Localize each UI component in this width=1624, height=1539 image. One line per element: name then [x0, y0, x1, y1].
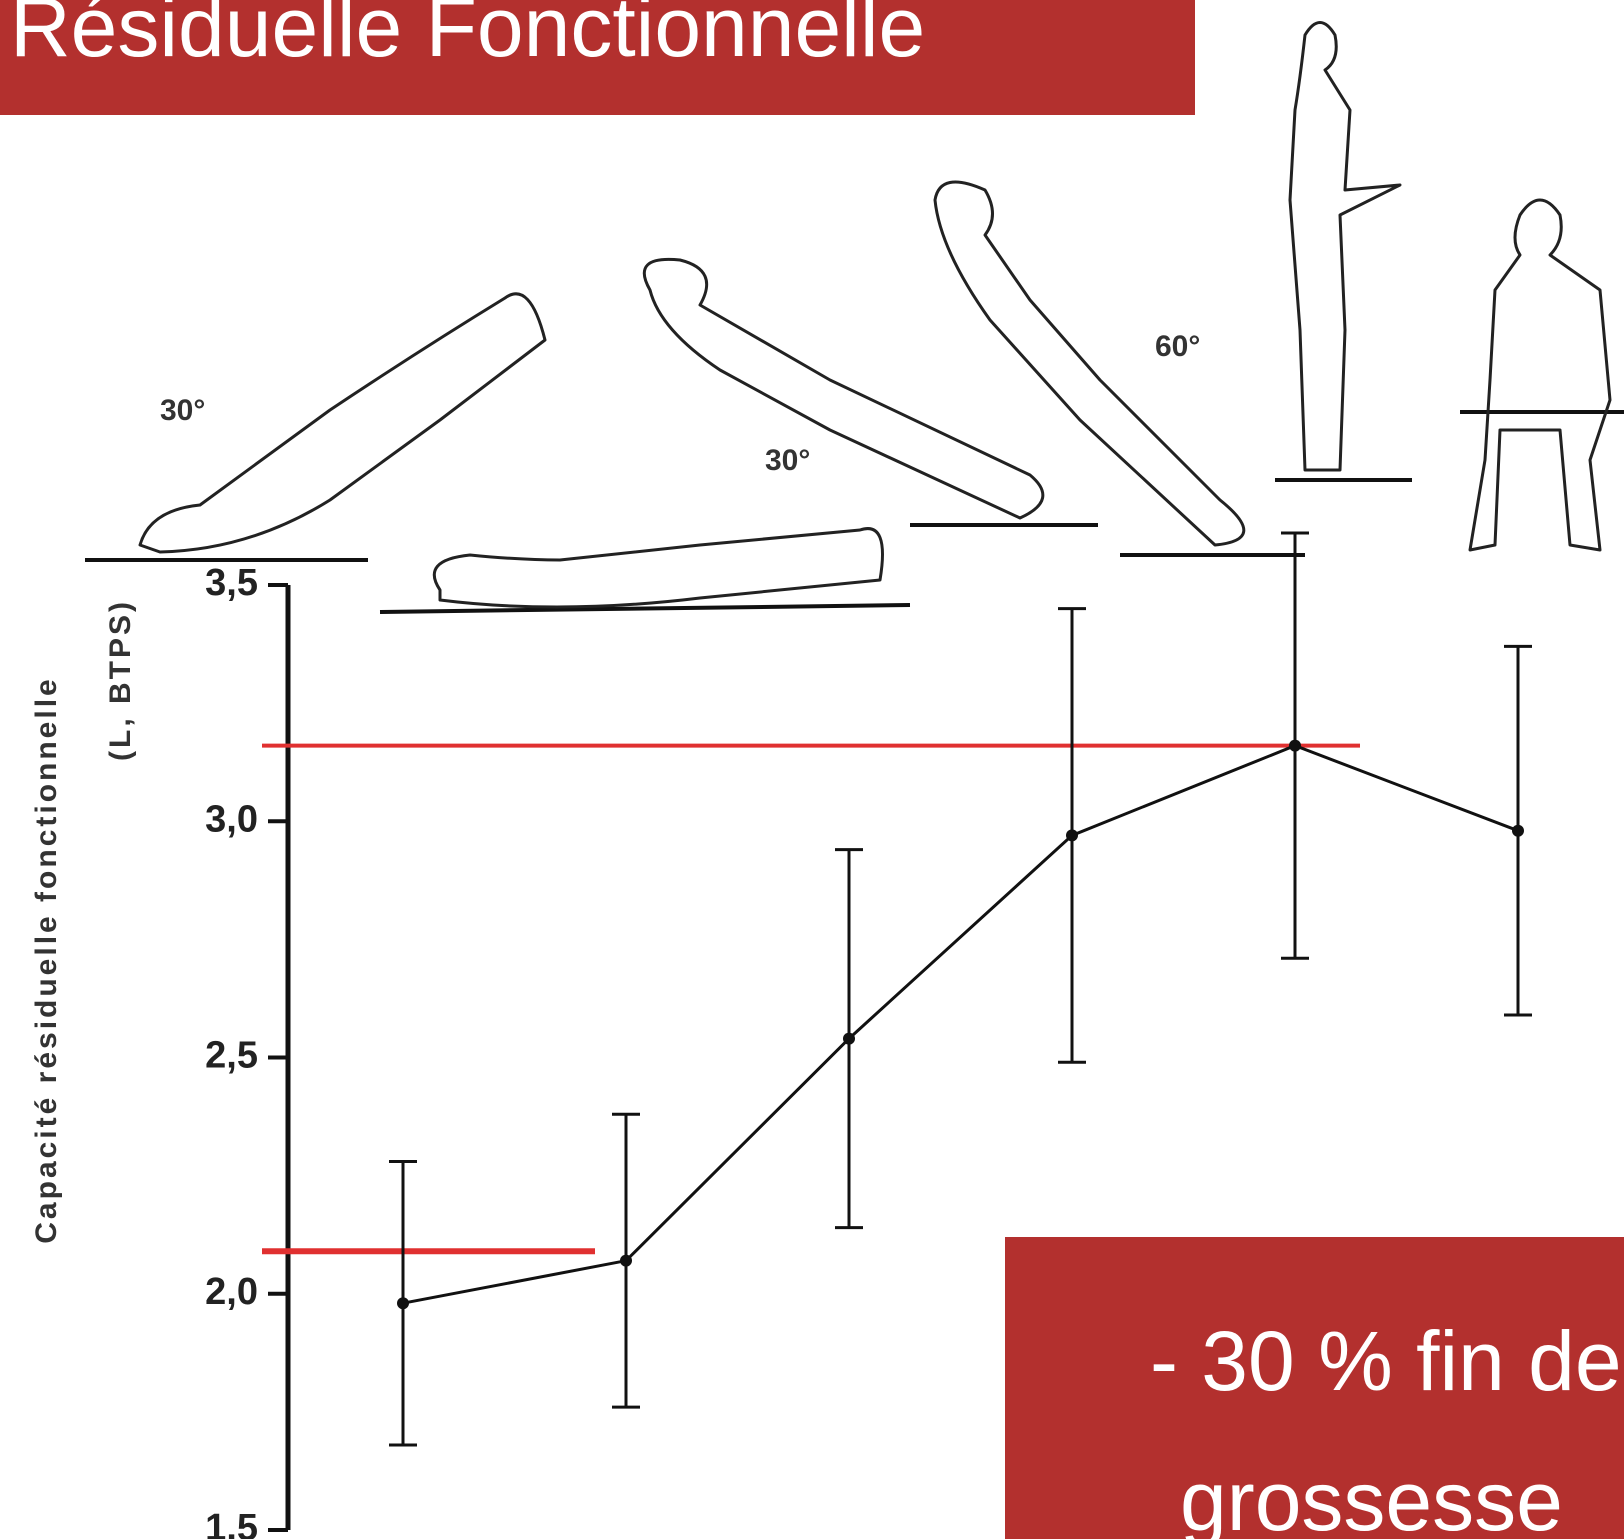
posture-figures [85, 21, 1624, 614]
annotation: 30° [765, 444, 810, 477]
annotation: 30° [160, 394, 205, 427]
y-axis-label: Capacité résiduelle fonctionnelle [30, 676, 63, 1243]
point [1289, 739, 1301, 752]
callout-line: grossesse [1180, 1454, 1563, 1539]
chart-title: Résiduelle Fonctionnelle [10, 0, 925, 74]
callout-line: - 30 % fin de [1150, 1314, 1622, 1408]
title-box [0, 0, 1195, 115]
y-tick-label: 2,5 [205, 1035, 258, 1077]
point [1066, 829, 1078, 842]
point [620, 1254, 632, 1267]
y-tick-label: 1,5 [205, 1507, 258, 1539]
point [843, 1032, 855, 1045]
line [402, 744, 1519, 1305]
y-tick-label: 2,0 [205, 1271, 258, 1313]
callout-box [1005, 1237, 1624, 1539]
point [397, 1297, 409, 1310]
y-tick-label: 3,0 [205, 798, 258, 840]
point [1512, 824, 1524, 837]
y-tick-label: 3,5 [205, 562, 258, 604]
annotation: 60° [1155, 330, 1200, 363]
y-axis-label: (L, BTPS) [104, 599, 137, 761]
